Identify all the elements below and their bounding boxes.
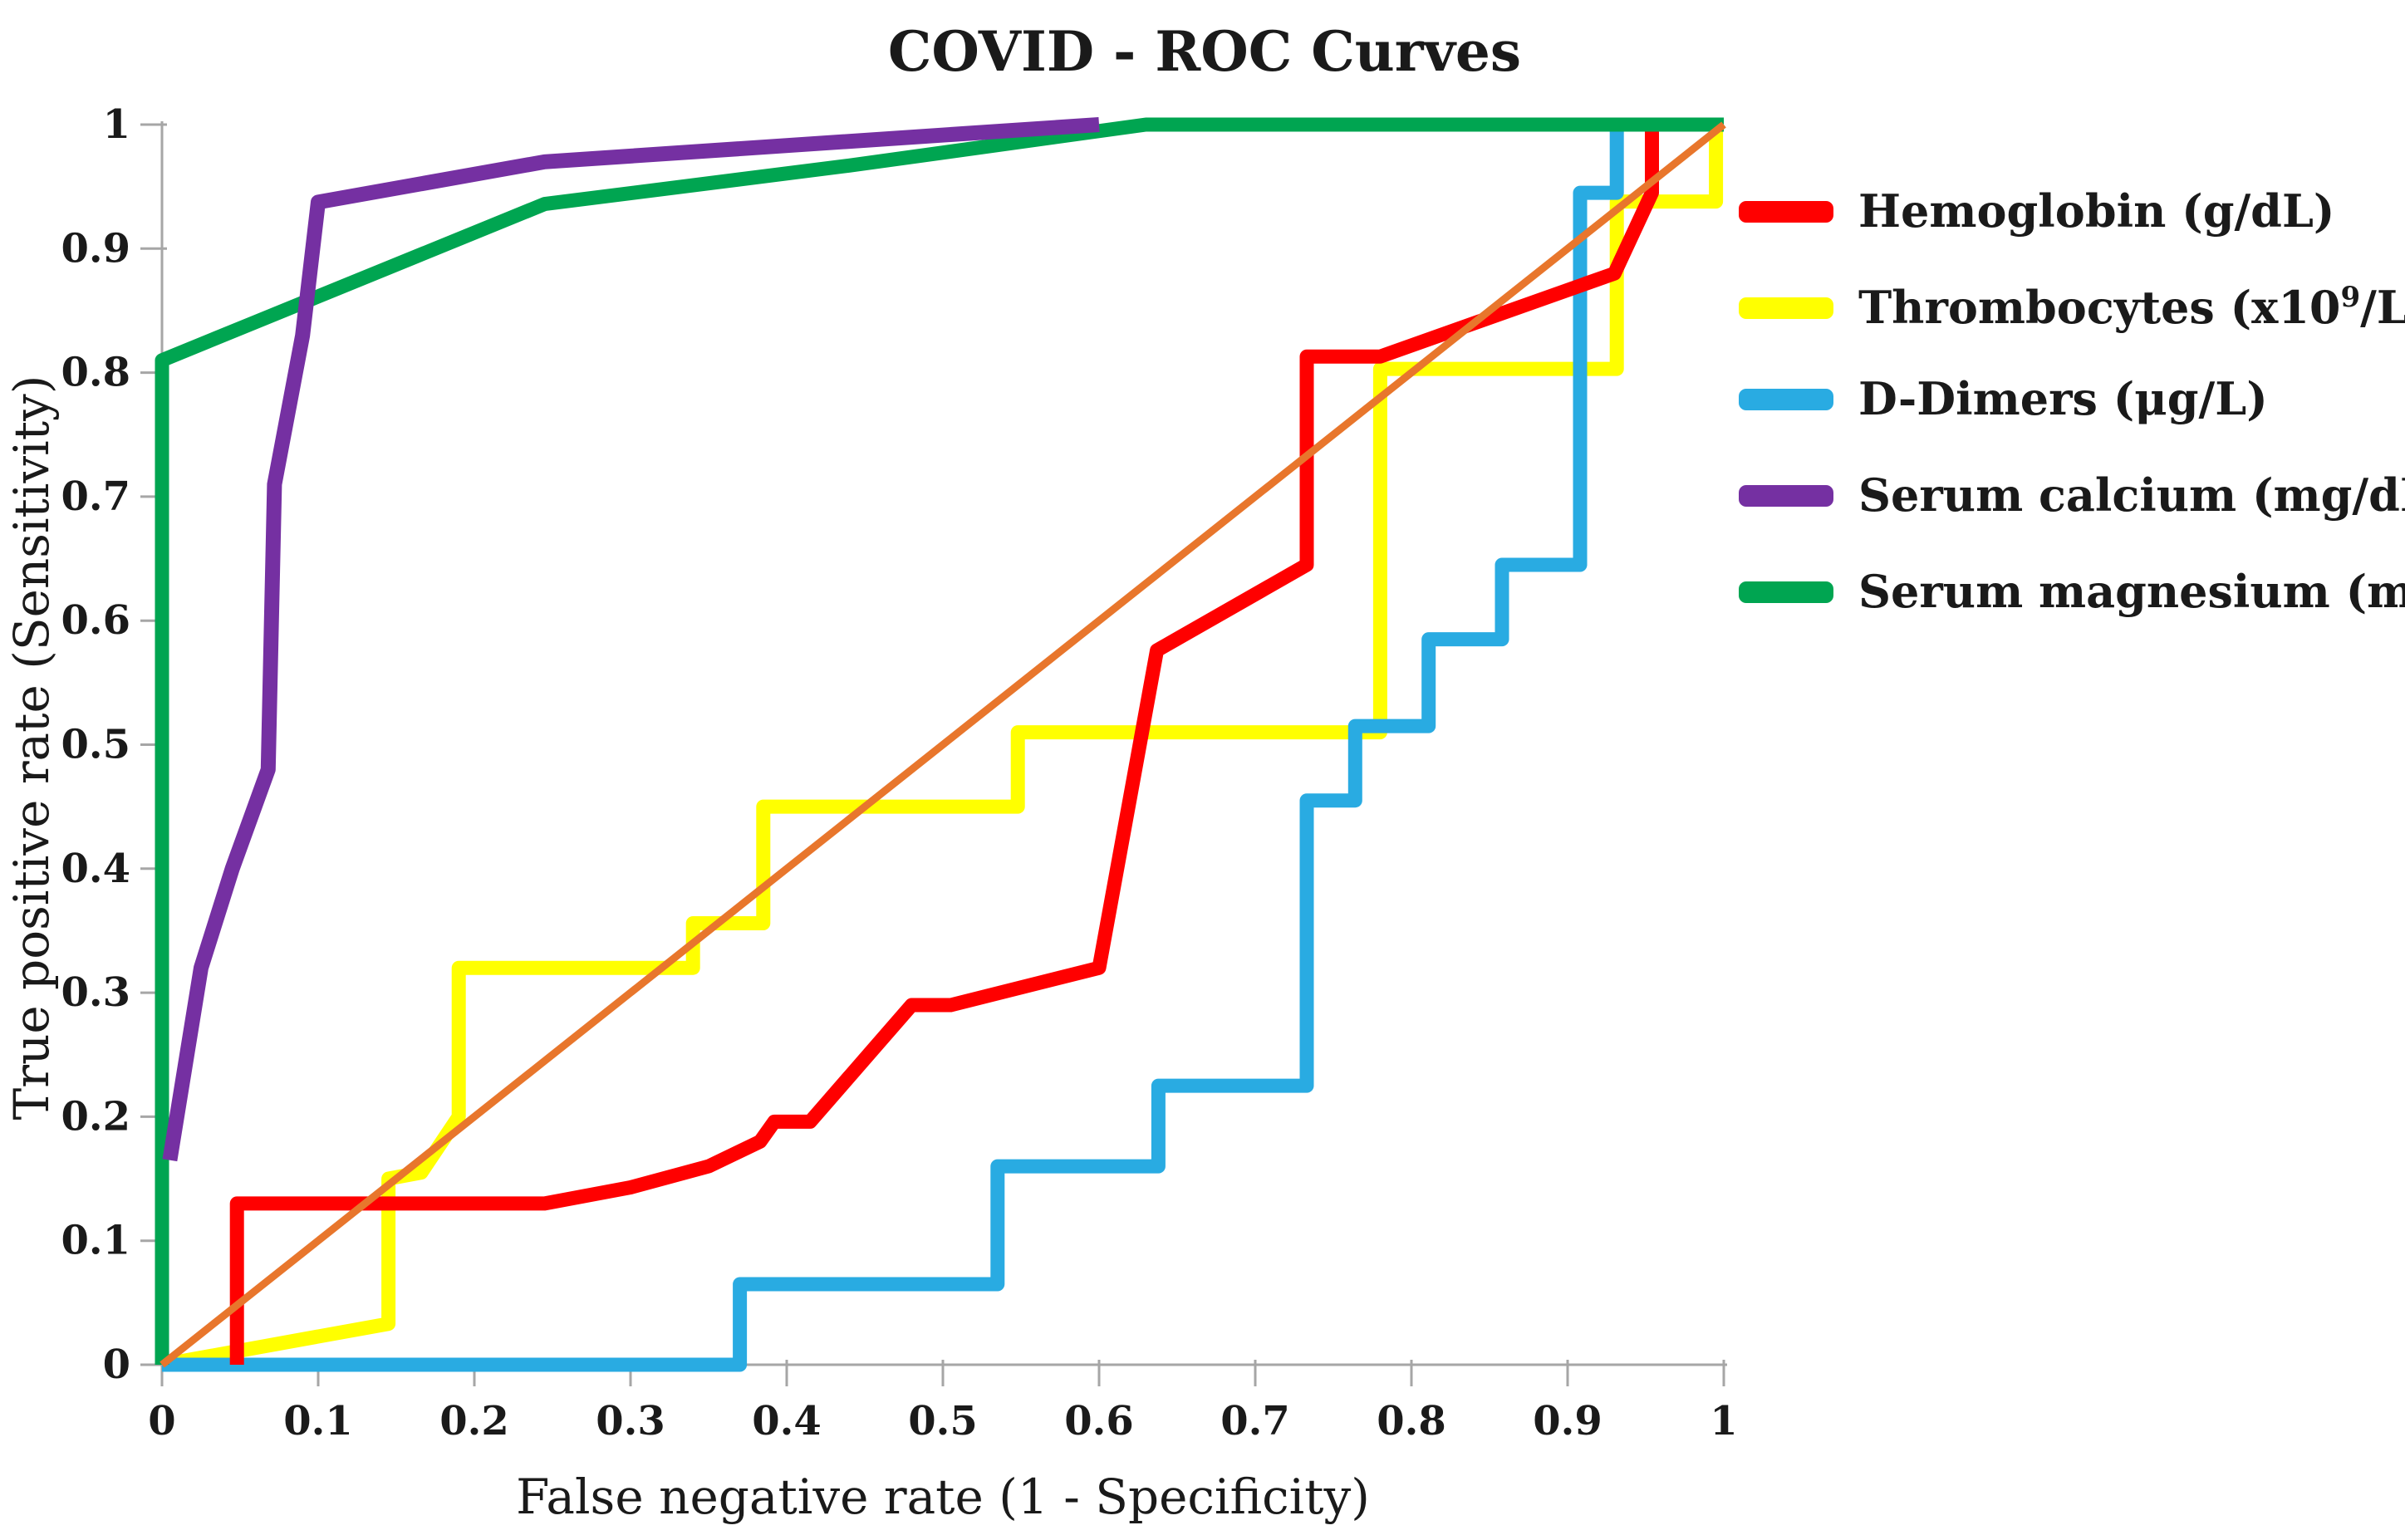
series-serum-magnesium-mg-dl xyxy=(155,117,1724,1365)
y-tick-label: 0.6 xyxy=(61,597,130,644)
x-tick-label: 0.3 xyxy=(596,1398,665,1444)
y-tick-label: 0 xyxy=(103,1341,130,1388)
chart-title: COVID - ROC Curves xyxy=(888,19,1521,84)
y-tick-label: 0.1 xyxy=(61,1218,130,1264)
legend-item-hemoglobin-g-dl: Hemoglobin (g/dL) xyxy=(1739,184,2334,238)
series-hemoglobin-g-dl xyxy=(229,117,1724,1365)
series-reference-diagonal xyxy=(160,121,1726,1368)
x-tick-label: 0.2 xyxy=(439,1398,509,1444)
y-tick-label: 0.8 xyxy=(61,350,130,396)
legend-label: Thrombocytes (x109/L) xyxy=(1858,281,2405,334)
y-tick-label: 0.2 xyxy=(61,1093,130,1140)
axes-layer: 0 0.1 0.2 0.3 0.4 0.5 0.6 0.7 0.8 0.9 1 0 0.1 0.2 0.3 0… xyxy=(61,101,1737,1444)
legend-chip-d-dimers-g-l xyxy=(1739,389,1833,410)
x-tick-label: 0.1 xyxy=(283,1398,353,1444)
legend-chip-serum-calcium-mg-dl xyxy=(1739,485,1833,507)
legend: Hemoglobin (g/dL) Thrombocytes (x109/L) D-… xyxy=(1739,184,2405,618)
legend-item-thrombocytes-x10-l: Thrombocytes (x109/L) xyxy=(1739,281,2405,334)
y-tick-label: 0.7 xyxy=(61,473,130,520)
legend-label: Serum magnesium (mg/dL) xyxy=(1858,565,2405,618)
legend-label: D-Dimers (μg/L) xyxy=(1858,372,2268,425)
y-tick-label: 0.3 xyxy=(61,969,130,1016)
legend-chip-serum-magnesium-mg-dl xyxy=(1739,581,1833,603)
x-tick-label: 0.4 xyxy=(752,1398,822,1444)
y-tick-label: 0.9 xyxy=(61,225,130,272)
legend-item-d-dimers-g-l: D-Dimers (μg/L) xyxy=(1739,372,2268,425)
series-d-dimers-g-l xyxy=(162,117,1724,1372)
legend-chip-hemoglobin-g-dl xyxy=(1739,201,1833,223)
series-thrombocytes-x10-l xyxy=(160,117,1724,1372)
x-tick-label: 0.5 xyxy=(908,1398,978,1444)
y-tick-label: 0.4 xyxy=(61,846,130,892)
legend-label: Serum calcium (mg/dL) xyxy=(1858,468,2405,522)
x-tick-label: 1 xyxy=(1710,1398,1737,1444)
x-tick-label: 0.6 xyxy=(1064,1398,1134,1444)
legend-item-serum-magnesium-mg-dl: Serum magnesium (mg/dL) xyxy=(1739,565,2405,618)
y-axis-title: True positive rate (Sensitivity) xyxy=(3,375,60,1121)
y-tick-label: 1 xyxy=(103,101,130,148)
x-tick-label: 0.9 xyxy=(1533,1398,1603,1444)
x-tick-label: 0 xyxy=(148,1398,175,1444)
x-tick-label: 0.8 xyxy=(1377,1398,1446,1444)
legend-item-serum-calcium-mg-dl: Serum calcium (mg/dL) xyxy=(1739,468,2405,522)
series-layer xyxy=(155,117,1726,1372)
x-tick-label: 0.7 xyxy=(1220,1398,1290,1444)
legend-label: Hemoglobin (g/dL) xyxy=(1858,184,2334,238)
legend-chip-thrombocytes-x10-l xyxy=(1739,297,1833,319)
x-axis-title: False negative rate (1 - Specificity) xyxy=(516,1469,1370,1525)
y-tick-label: 0.5 xyxy=(61,722,130,768)
series-serum-calcium-mg-dl xyxy=(162,117,1100,1162)
